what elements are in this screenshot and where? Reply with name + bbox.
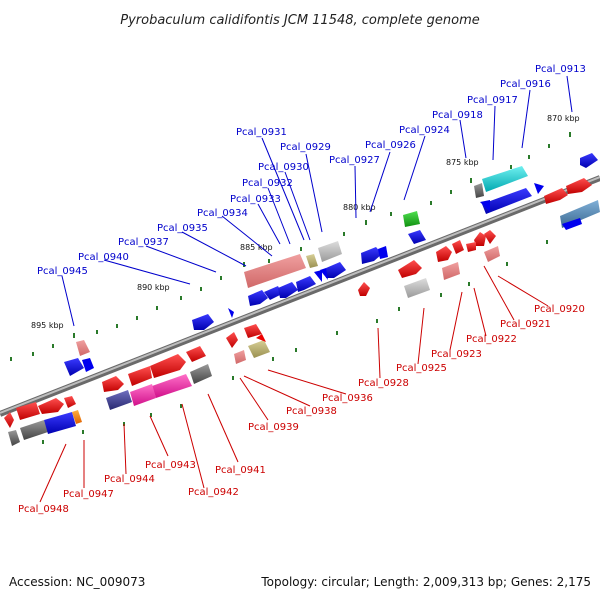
scale-label-895: 895 kbp — [31, 321, 64, 330]
forward-strand-features — [76, 153, 598, 356]
gene-label[interactable]: Pcal_0947 — [63, 489, 114, 500]
gene-label[interactable]: Pcal_0948 — [18, 504, 69, 515]
gene-label[interactable]: Pcal_0932 — [242, 178, 293, 189]
gene-label[interactable]: Pcal_0939 — [248, 422, 299, 433]
accession-text: Accession: NC_009073 — [9, 575, 145, 589]
gene-label[interactable]: Pcal_0917 — [467, 95, 518, 106]
top-gene-labels: Pcal_0913 Pcal_0916 Pcal_0917 Pcal_0918 … — [37, 64, 586, 277]
scale-labels: 870 kbp 875 kbp 880 kbp 885 kbp 890 kbp … — [31, 114, 580, 330]
gene-label[interactable]: Pcal_0945 — [37, 266, 88, 277]
gene-label[interactable]: Pcal_0918 — [432, 110, 483, 121]
gene-label[interactable]: Pcal_0937 — [118, 237, 169, 248]
gene-label[interactable]: Pcal_0941 — [215, 465, 266, 476]
gene-label[interactable]: Pcal_0925 — [396, 363, 447, 374]
gene-label[interactable]: Pcal_0930 — [258, 162, 309, 173]
genome-backbone — [0, 175, 600, 417]
map-title: Pyrobaculum calidifontis JCM 11548, comp… — [120, 13, 480, 28]
bottom-gene-labels: Pcal_0920 Pcal_0921 Pcal_0922 Pcal_0923 … — [18, 304, 585, 515]
top-leader-lines — [61, 75, 573, 327]
gene-label[interactable]: Pcal_0933 — [230, 194, 281, 205]
scale-label-875: 875 kbp — [446, 158, 479, 167]
scale-label-870: 870 kbp — [547, 114, 580, 123]
bottom-leader-lines — [39, 265, 549, 503]
gene-label[interactable]: Pcal_0935 — [157, 223, 208, 234]
gene-label[interactable]: Pcal_0931 — [236, 127, 287, 138]
scale-label-890: 890 kbp — [137, 283, 170, 292]
gene-label[interactable]: Pcal_0921 — [500, 319, 551, 330]
genome-summary-text: Topology: circular; Length: 2,009,313 bp… — [260, 575, 591, 589]
gene-label[interactable]: Pcal_0924 — [399, 125, 450, 136]
gene-label[interactable]: Pcal_0927 — [329, 155, 380, 166]
gene-label[interactable]: Pcal_0936 — [322, 393, 373, 404]
gene-label[interactable]: Pcal_0923 — [431, 349, 482, 360]
gene-label[interactable]: Pcal_0922 — [466, 334, 517, 345]
gene-label[interactable]: Pcal_0944 — [104, 474, 155, 485]
scale-ticks — [10, 132, 571, 444]
reverse-strand-features — [4, 188, 600, 446]
gene-label[interactable]: Pcal_0943 — [145, 460, 196, 471]
gene-label[interactable]: Pcal_0942 — [188, 487, 239, 498]
gene-label[interactable]: Pcal_0926 — [365, 140, 416, 151]
gene-label[interactable]: Pcal_0916 — [500, 79, 551, 90]
scale-label-880: 880 kbp — [343, 203, 376, 212]
gene-label[interactable]: Pcal_0928 — [358, 378, 409, 389]
gene-label[interactable]: Pcal_0934 — [197, 208, 248, 219]
gene-label[interactable]: Pcal_0938 — [286, 406, 337, 417]
gene-label[interactable]: Pcal_0940 — [78, 252, 129, 263]
gene-label[interactable]: Pcal_0920 — [534, 304, 585, 315]
scale-label-885: 885 kbp — [240, 243, 273, 252]
gene-label[interactable]: Pcal_0913 — [535, 64, 586, 75]
gene-label[interactable]: Pcal_0929 — [280, 142, 331, 153]
